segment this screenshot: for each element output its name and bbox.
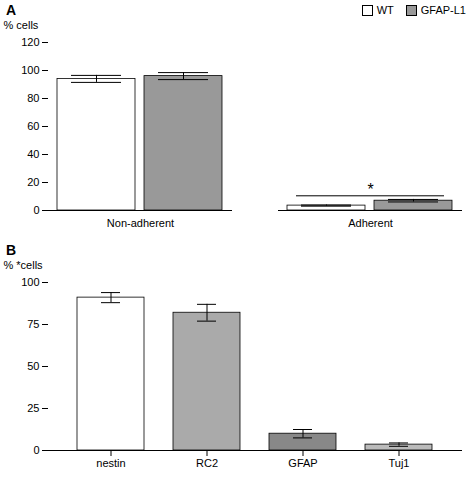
svg-text:% cells: % cells	[4, 19, 39, 31]
svg-text:Non-adherent: Non-adherent	[107, 217, 174, 229]
svg-text:50: 50	[27, 360, 39, 372]
svg-text:RC2: RC2	[196, 457, 218, 469]
html-text:WT: WT	[376, 4, 394, 16]
svg-text:Adherent: Adherent	[348, 217, 393, 229]
svg-text:GFAP: GFAP	[288, 457, 317, 469]
svg-text:% *cells: % *cells	[4, 259, 44, 271]
svg-text:nestin: nestin	[96, 457, 125, 469]
svg-text:75: 75	[27, 318, 39, 330]
svg-text:120: 120	[21, 36, 39, 48]
html-text:B: B	[6, 242, 17, 258]
svg-text:0: 0	[33, 204, 39, 216]
svg-text:0: 0	[33, 444, 39, 456]
svg-text:20: 20	[27, 176, 39, 188]
svg-text:80: 80	[27, 92, 39, 104]
svg-text:40: 40	[27, 148, 39, 160]
svg-text:*: *	[367, 181, 373, 198]
svg-text:100: 100	[21, 64, 39, 76]
html-text:GFAP-L1: GFAP-L1	[420, 4, 466, 16]
svg-text:60: 60	[27, 120, 39, 132]
svg-text:100: 100	[21, 276, 39, 288]
html-text:A: A	[6, 2, 17, 18]
svg-text:Tuj1: Tuj1	[389, 457, 410, 469]
svg-text:25: 25	[27, 402, 39, 414]
